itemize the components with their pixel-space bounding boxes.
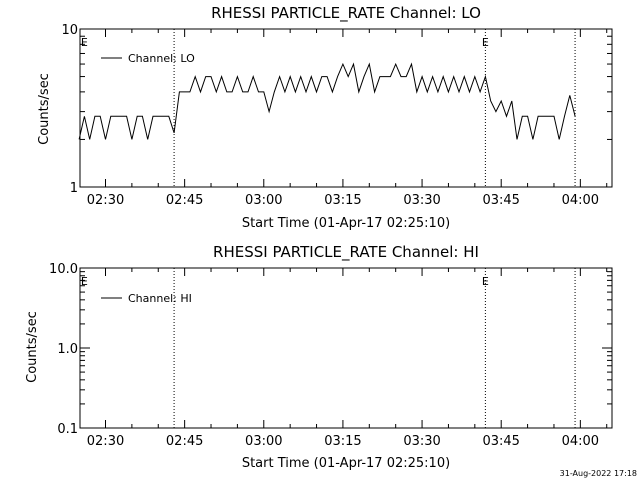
chart-lo-xtick-label: 04:00 (562, 193, 599, 208)
chart-hi-xtick-label: 03:45 (482, 434, 519, 449)
chart-lo-series-line (78, 62, 576, 140)
chart-lo-frame (79, 28, 613, 188)
chart-hi-title: RHESSI PARTICLE_RATE Channel: HI (213, 243, 479, 262)
chart-lo-ytick-label: 1 (70, 181, 78, 196)
chart-lo-ylabel: Counts/sec (37, 73, 52, 145)
chart-hi-xtick-label: 02:30 (87, 434, 124, 449)
chart-hi-xlabel: Start Time (01-Apr-17 02:25:10) (242, 456, 450, 471)
chart-hi-marks: 02:30 02:45 03:00 03:15 03:30 03:45 04:00 0.1 1.… (49, 262, 612, 449)
chart-hi-legend-label: Channel: HI (128, 292, 192, 305)
chart-hi-xtick-label: 02:45 (166, 434, 203, 449)
chart-lo-xlabel: Start Time (01-Apr-17 02:25:10) (242, 216, 450, 231)
chart-lo-xtick-label: 02:30 (87, 193, 124, 208)
chart-lo: RHESSI PARTICLE_RATE Channel: LO Start T… (37, 4, 613, 231)
chart-hi-xtick-label: 03:30 (403, 434, 440, 449)
chart-lo-title: RHESSI PARTICLE_RATE Channel: LO (211, 4, 481, 23)
chart-hi-ytick-label: 10.0 (49, 262, 78, 277)
chart-hi-event-marker: E (482, 275, 489, 288)
chart-lo-ytick-label: 10 (61, 23, 78, 38)
chart-hi-xtick-label: 04:00 (562, 434, 599, 449)
chart-hi-ytick-label: 0.1 (57, 422, 78, 437)
chart-hi-xtick-label: 03:15 (324, 434, 361, 449)
generation-timestamp: 31-Aug-2022 17:18 (560, 469, 637, 478)
chart-lo-xtick-label: 03:00 (245, 193, 282, 208)
chart-lo-event-marker: E (81, 36, 88, 49)
chart-lo-xtick-label: 03:30 (403, 193, 440, 208)
chart-hi-event-marker: E (81, 275, 88, 288)
chart-hi-ytick-label: 1.0 (57, 342, 78, 357)
chart-lo-xtick-label: 03:15 (324, 193, 361, 208)
chart-lo-legend-label: Channel: LO (128, 52, 195, 65)
chart-lo-xtick-label: 02:45 (166, 193, 203, 208)
chart-hi: RHESSI PARTICLE_RATE Channel: HI Start T… (25, 243, 613, 471)
chart-hi-ylabel: Counts/sec (25, 311, 40, 383)
chart-lo-event-marker: E (482, 36, 489, 49)
chart-hi-xtick-label: 03:00 (245, 434, 282, 449)
chart-lo-xtick-label: 03:45 (482, 193, 519, 208)
